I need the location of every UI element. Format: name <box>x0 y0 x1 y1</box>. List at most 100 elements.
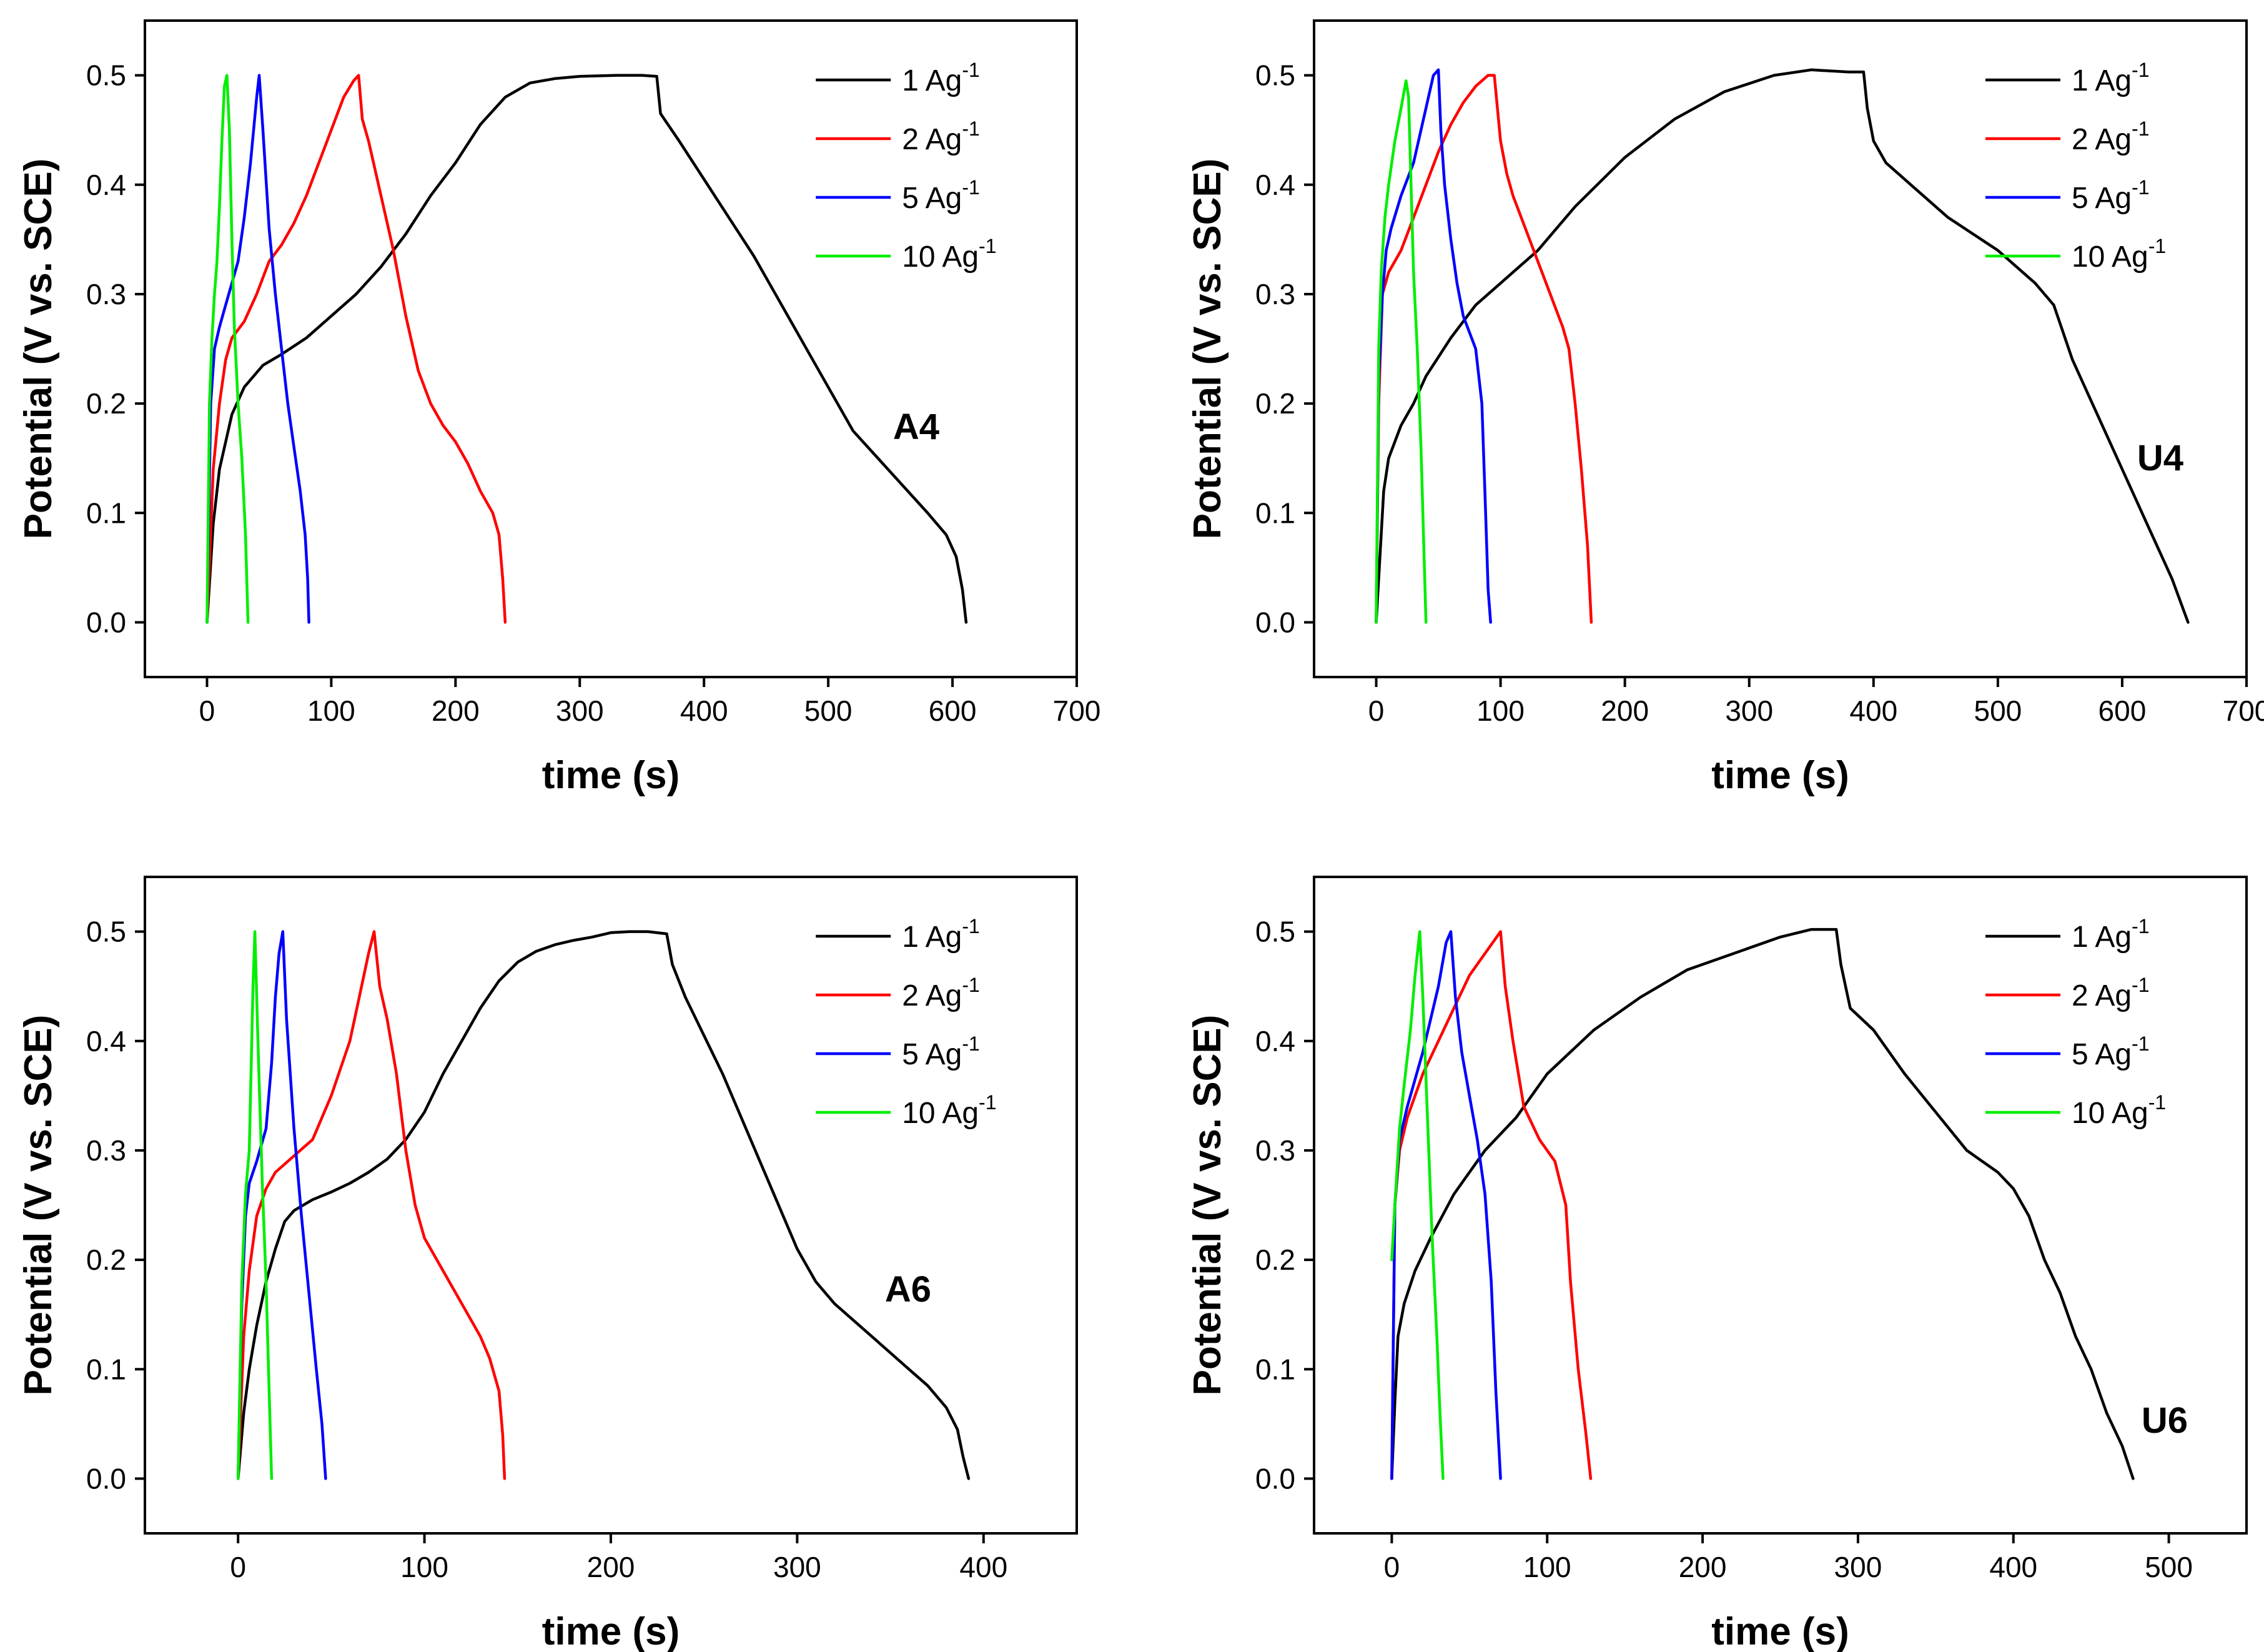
series-line-5-ag <box>1390 930 1502 1480</box>
x-tick-label: 500 <box>2145 1551 2193 1583</box>
legend-label: 5 Ag <box>2072 1038 2132 1071</box>
legend-entry: 2 Ag-1 <box>2072 117 2150 156</box>
legend-entry: 1 Ag-1 <box>902 59 980 97</box>
y-tick-label: 0.1 <box>86 497 126 529</box>
legend-entry: 10 Ag-1 <box>2072 235 2166 274</box>
x-tick-label: 200 <box>1601 695 1649 727</box>
series-line-5-ag <box>205 74 310 624</box>
series-line-10-ag <box>1375 79 1428 624</box>
panel-label: U6 <box>2142 1400 2188 1441</box>
x-tick-label: 300 <box>1834 1551 1882 1583</box>
x-tick-label: 300 <box>773 1551 821 1583</box>
plot-frame <box>1313 19 2248 678</box>
y-tick-label: 0.5 <box>86 916 126 948</box>
legend-label: 5 Ag <box>902 182 962 215</box>
y-tick-label: 0.4 <box>86 169 126 201</box>
x-axis-title: time (s) <box>542 1610 680 1652</box>
y-tick-label: 0.2 <box>1255 1244 1295 1276</box>
x-tick-label: 400 <box>1989 1551 2037 1583</box>
y-tick-label: 0.1 <box>1255 497 1295 529</box>
series-line-5-ag <box>1375 68 1492 624</box>
legend-superscript: -1 <box>2132 915 2149 937</box>
x-tick-label: 700 <box>2223 695 2264 727</box>
legend-superscript: -1 <box>962 117 979 140</box>
legend-superscript: -1 <box>962 176 979 199</box>
legend-label: 2 Ag <box>2072 979 2132 1012</box>
legend-superscript: -1 <box>962 915 979 937</box>
legend-label: 2 Ag <box>902 123 962 156</box>
legend-label: 10 Ag <box>2072 240 2148 274</box>
x-tick-label: 300 <box>1725 695 1773 727</box>
y-axis-title: Potential (V vs. SCE) <box>1186 1015 1229 1396</box>
legend-label: 10 Ag <box>902 240 979 274</box>
x-tick-label: 200 <box>587 1551 635 1583</box>
series-line-1-ag <box>1390 927 2135 1480</box>
y-tick-label: 0.3 <box>1255 278 1295 310</box>
legend-label: 5 Ag <box>2072 182 2132 215</box>
chart-panel-a6: 0 100 200 300 400 0.0 0.1 0.2 0.3 0.4 0.5 time (s) P… <box>17 876 1078 1652</box>
legend-label: 2 Ag <box>2072 123 2132 156</box>
x-tick-label: 500 <box>804 695 853 727</box>
legend-entry: 1 Ag-1 <box>902 915 980 954</box>
legend-superscript: -1 <box>2132 59 2149 81</box>
legend-superscript: -1 <box>979 1091 996 1114</box>
legend-entry: 5 Ag-1 <box>902 1032 980 1071</box>
x-tick-label: 200 <box>432 695 480 727</box>
series-line-2-ag <box>236 930 507 1480</box>
x-axis-title: time (s) <box>542 754 680 797</box>
series-line-10-ag <box>236 930 274 1480</box>
panel-label: U4 <box>2137 438 2183 478</box>
x-tick-label: 600 <box>2098 695 2147 727</box>
y-tick-label: 0.1 <box>86 1353 126 1385</box>
legend-entry: 5 Ag-1 <box>2072 1032 2150 1071</box>
legend-label: 10 Ag <box>902 1097 979 1130</box>
legend-superscript: -1 <box>2132 117 2149 140</box>
legend-entry: 2 Ag-1 <box>902 117 980 156</box>
y-tick-label: 0.4 <box>1255 1025 1295 1057</box>
x-tick-label: 700 <box>1053 695 1101 727</box>
x-tick-label: 0 <box>199 695 215 727</box>
legend-entry: 10 Ag-1 <box>902 1091 996 1130</box>
x-tick-label: 0 <box>1384 1551 1400 1583</box>
y-tick-label: 0.0 <box>86 606 126 638</box>
x-tick-label: 400 <box>959 1551 1007 1583</box>
legend-superscript: -1 <box>962 974 979 996</box>
series-line-10-ag <box>205 74 250 624</box>
y-axis-title: Potential (V vs. SCE) <box>17 159 60 540</box>
y-tick-label: 0.0 <box>86 1462 126 1495</box>
legend-entry: 1 Ag-1 <box>2072 59 2150 97</box>
series-line-1-ag <box>1375 68 2190 624</box>
series-line-1-ag <box>236 930 971 1480</box>
series-line-5-ag <box>236 930 327 1480</box>
legend-entry: 5 Ag-1 <box>2072 176 2150 215</box>
legend-superscript: -1 <box>2132 974 2149 996</box>
legend-entry: 10 Ag-1 <box>902 235 996 274</box>
y-tick-label: 0.5 <box>1255 59 1295 92</box>
x-tick-label: 600 <box>929 695 977 727</box>
legend-label: 2 Ag <box>902 979 962 1012</box>
plot-frame <box>144 19 1078 678</box>
plot-frame <box>1313 876 2248 1535</box>
y-tick-label: 0.2 <box>86 1244 126 1276</box>
y-tick-label: 0.4 <box>1255 169 1295 201</box>
series-line-2-ag <box>1390 930 1593 1480</box>
series-line-2-ag <box>205 74 507 624</box>
x-tick-label: 100 <box>1476 695 1525 727</box>
x-tick-label: 300 <box>556 695 604 727</box>
chart-panel-u4: 0 100 200 300 400 500 600 700 0.0 0.1 0.2 0.3 0.4 0.5… <box>1186 19 2264 797</box>
x-tick-label: 400 <box>680 695 728 727</box>
x-tick-label: 100 <box>1523 1551 1571 1583</box>
legend-superscript: -1 <box>962 1032 979 1055</box>
legend-superscript: -1 <box>979 235 996 257</box>
x-tick-label: 500 <box>1974 695 2022 727</box>
y-tick-label: 0.2 <box>1255 387 1295 420</box>
y-tick-label: 0.0 <box>1255 1462 1295 1495</box>
legend-superscript: -1 <box>2148 235 2166 257</box>
legend-label: 1 Ag <box>2072 64 2132 97</box>
y-tick-label: 0.2 <box>86 387 126 420</box>
panel-label: A6 <box>885 1269 931 1310</box>
x-tick-label: 0 <box>1368 695 1385 727</box>
series-line-2-ag <box>1375 74 1593 624</box>
x-tick-label: 400 <box>1849 695 1897 727</box>
panel-label: A4 <box>893 407 939 447</box>
